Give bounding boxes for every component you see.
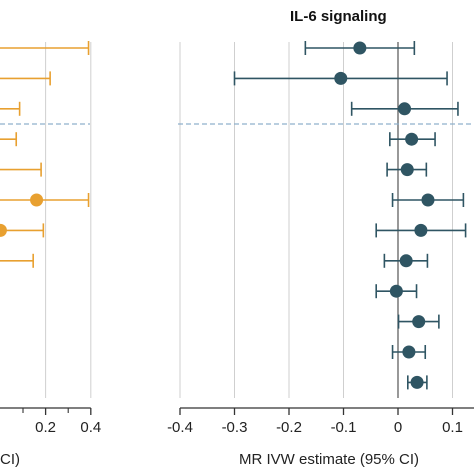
- point-estimate: [334, 71, 348, 85]
- left-forest-panel: 0.2 0.4 CI): [0, 41, 101, 468]
- point-estimate: [353, 41, 367, 55]
- x-tick-label: -0.3: [222, 419, 248, 436]
- point-estimate: [412, 315, 426, 329]
- right-point-estimates: [334, 41, 435, 389]
- left-x-axis: 0.2 0.4: [0, 407, 101, 436]
- right-x-axis-label: MR IVW estimate (95% CI): [239, 451, 419, 468]
- right-panel-title: IL-6 signaling: [290, 8, 387, 25]
- x-tick-label: -0.4: [167, 419, 193, 436]
- left-ci-bars: [0, 41, 90, 268]
- right-forest-panel: IL-6 signaling -0.4 -0.3 -0.2 -0.1 0 0.1 MR I…: [167, 8, 474, 468]
- point-estimate: [410, 375, 424, 389]
- left-point-estimates: [0, 193, 44, 237]
- point-estimate: [0, 223, 7, 237]
- x-tick-label: 0: [394, 419, 402, 436]
- x-tick-label: 0.2: [35, 419, 56, 436]
- right-ci-bars: [233, 41, 467, 390]
- x-tick-label: 0.4: [80, 419, 101, 436]
- point-estimate: [414, 223, 428, 237]
- point-estimate: [402, 345, 416, 359]
- right-grid: [179, 42, 453, 398]
- point-estimate: [30, 193, 44, 207]
- point-estimate: [389, 284, 403, 298]
- point-estimate: [400, 163, 414, 177]
- x-tick-label: -0.1: [331, 419, 357, 436]
- point-estimate: [405, 132, 419, 146]
- left-x-axis-label: CI): [0, 451, 20, 468]
- point-estimate: [399, 254, 413, 268]
- left-grid: [45, 42, 92, 398]
- point-estimate: [421, 193, 435, 207]
- x-tick-label: -0.2: [276, 419, 302, 436]
- point-estimate: [398, 102, 412, 116]
- x-tick-label: 0.1: [442, 419, 463, 436]
- right-x-axis: -0.4 -0.3 -0.2 -0.1 0 0.1: [167, 407, 474, 436]
